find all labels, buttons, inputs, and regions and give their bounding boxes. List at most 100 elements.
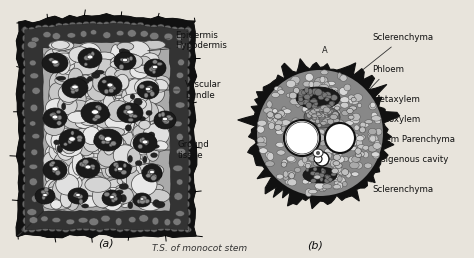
Ellipse shape xyxy=(56,110,61,114)
Ellipse shape xyxy=(312,115,317,119)
Ellipse shape xyxy=(314,95,319,102)
Ellipse shape xyxy=(104,137,111,141)
Ellipse shape xyxy=(53,117,58,120)
Ellipse shape xyxy=(316,155,323,160)
Ellipse shape xyxy=(119,54,142,75)
Ellipse shape xyxy=(317,114,322,117)
Ellipse shape xyxy=(110,60,130,69)
Ellipse shape xyxy=(154,111,176,129)
Ellipse shape xyxy=(131,101,143,110)
Ellipse shape xyxy=(320,115,324,119)
Ellipse shape xyxy=(62,103,66,110)
Ellipse shape xyxy=(21,227,28,232)
Ellipse shape xyxy=(295,145,302,150)
Circle shape xyxy=(325,123,355,153)
Ellipse shape xyxy=(133,124,155,141)
Ellipse shape xyxy=(43,32,51,38)
Ellipse shape xyxy=(292,90,301,96)
Ellipse shape xyxy=(346,172,351,178)
Ellipse shape xyxy=(86,108,100,120)
Ellipse shape xyxy=(186,43,191,50)
Ellipse shape xyxy=(111,99,125,116)
Ellipse shape xyxy=(75,103,88,119)
Ellipse shape xyxy=(108,189,127,206)
Ellipse shape xyxy=(82,127,100,144)
Ellipse shape xyxy=(74,74,87,87)
Ellipse shape xyxy=(85,165,91,169)
Ellipse shape xyxy=(131,173,157,196)
Ellipse shape xyxy=(293,124,300,131)
Ellipse shape xyxy=(145,184,164,192)
Ellipse shape xyxy=(315,78,323,85)
Ellipse shape xyxy=(89,109,101,120)
Ellipse shape xyxy=(23,143,28,150)
Ellipse shape xyxy=(301,143,306,150)
Ellipse shape xyxy=(144,227,151,232)
Ellipse shape xyxy=(97,148,118,167)
Ellipse shape xyxy=(150,33,159,40)
Ellipse shape xyxy=(140,138,145,143)
Ellipse shape xyxy=(114,52,136,70)
Ellipse shape xyxy=(281,162,287,167)
Ellipse shape xyxy=(94,115,100,119)
Ellipse shape xyxy=(119,159,137,175)
Ellipse shape xyxy=(151,66,157,70)
Ellipse shape xyxy=(72,86,77,90)
Ellipse shape xyxy=(337,182,343,189)
Ellipse shape xyxy=(117,108,141,130)
Ellipse shape xyxy=(326,117,333,122)
Ellipse shape xyxy=(158,113,162,117)
Ellipse shape xyxy=(313,108,317,111)
Ellipse shape xyxy=(57,115,62,120)
Ellipse shape xyxy=(103,159,120,177)
Text: Xylem Parenchyma: Xylem Parenchyma xyxy=(361,135,455,145)
Ellipse shape xyxy=(288,179,297,186)
Ellipse shape xyxy=(82,159,89,164)
Ellipse shape xyxy=(306,177,312,184)
Ellipse shape xyxy=(43,193,46,197)
Ellipse shape xyxy=(102,157,125,177)
Ellipse shape xyxy=(328,133,337,140)
Ellipse shape xyxy=(320,114,325,120)
Ellipse shape xyxy=(332,103,341,110)
Ellipse shape xyxy=(176,43,185,49)
Ellipse shape xyxy=(51,41,69,49)
Ellipse shape xyxy=(122,116,135,130)
Ellipse shape xyxy=(342,110,348,116)
Ellipse shape xyxy=(107,101,130,122)
Ellipse shape xyxy=(358,144,365,149)
Ellipse shape xyxy=(333,90,337,97)
Ellipse shape xyxy=(302,100,309,105)
Ellipse shape xyxy=(98,197,122,209)
Ellipse shape xyxy=(85,66,103,80)
Ellipse shape xyxy=(71,86,76,91)
Ellipse shape xyxy=(102,112,114,127)
Ellipse shape xyxy=(76,22,83,27)
Ellipse shape xyxy=(99,100,115,118)
Ellipse shape xyxy=(292,81,299,85)
Ellipse shape xyxy=(330,114,337,120)
Ellipse shape xyxy=(319,129,324,136)
Ellipse shape xyxy=(99,135,104,139)
Ellipse shape xyxy=(97,88,115,100)
Ellipse shape xyxy=(351,97,356,102)
Ellipse shape xyxy=(81,31,87,37)
Ellipse shape xyxy=(176,133,183,141)
Ellipse shape xyxy=(72,152,83,175)
Ellipse shape xyxy=(257,142,266,147)
Ellipse shape xyxy=(23,151,28,158)
Ellipse shape xyxy=(374,140,380,148)
Ellipse shape xyxy=(118,168,122,172)
Ellipse shape xyxy=(152,70,155,74)
Ellipse shape xyxy=(276,110,285,115)
Ellipse shape xyxy=(152,192,164,207)
Ellipse shape xyxy=(106,119,127,128)
Ellipse shape xyxy=(351,133,358,138)
Ellipse shape xyxy=(41,216,48,222)
Ellipse shape xyxy=(116,76,129,90)
Text: A: A xyxy=(322,46,328,55)
Ellipse shape xyxy=(96,22,103,27)
Ellipse shape xyxy=(135,95,149,111)
Ellipse shape xyxy=(119,97,144,120)
Ellipse shape xyxy=(66,91,77,99)
